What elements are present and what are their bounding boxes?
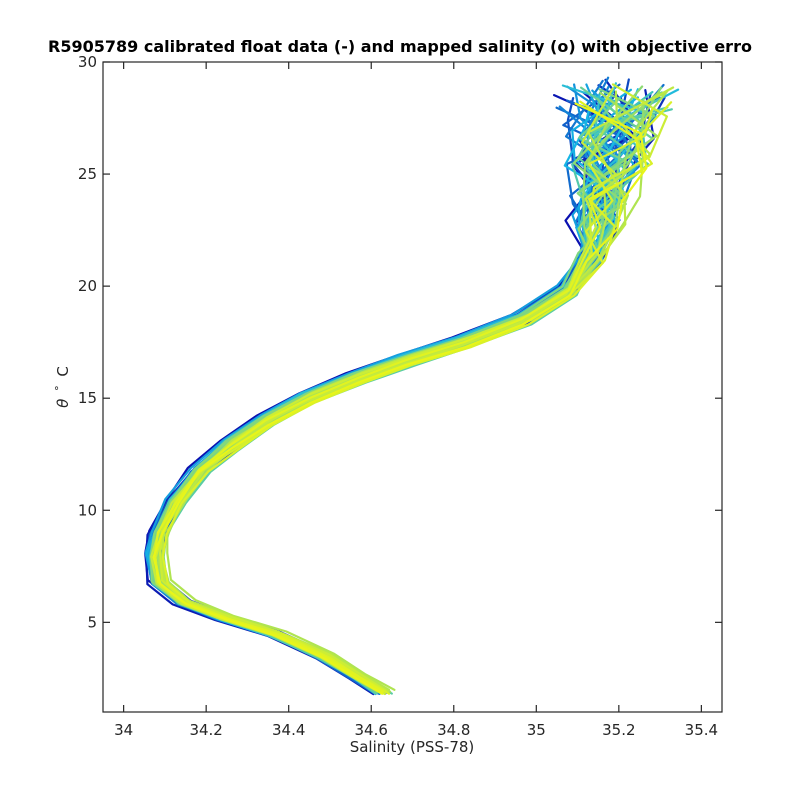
x-tick-label: 34.4 xyxy=(272,721,305,739)
y-axis-label-symbol: θ xyxy=(54,399,72,408)
x-tick-label: 34.8 xyxy=(437,721,470,739)
y-tick-label: 15 xyxy=(78,389,97,407)
y-axis-label: θ ° C xyxy=(49,366,72,408)
x-tick-label: 35.2 xyxy=(602,721,635,739)
x-tick-label: 35 xyxy=(527,721,546,739)
y-tick-label: 25 xyxy=(78,165,97,183)
chart-title: R5905789 calibrated float data (-) and m… xyxy=(48,37,752,56)
x-tick-label: 34.6 xyxy=(355,721,388,739)
y-tick-label: 30 xyxy=(78,53,97,71)
x-tick-label: 34.2 xyxy=(189,721,222,739)
x-tick-label: 35.4 xyxy=(685,721,718,739)
y-tick-label: 20 xyxy=(78,277,97,295)
y-tick-label: 10 xyxy=(78,501,97,519)
y-tick-label: 5 xyxy=(87,613,97,631)
y-axis-label-unit: C xyxy=(54,366,72,376)
x-axis-label: Salinity (PSS-78) xyxy=(350,738,475,756)
svg-text:θ ° C: θ ° C xyxy=(49,366,72,408)
x-tick-label: 34 xyxy=(114,721,133,739)
y-axis-label-degree: ° xyxy=(53,385,66,391)
